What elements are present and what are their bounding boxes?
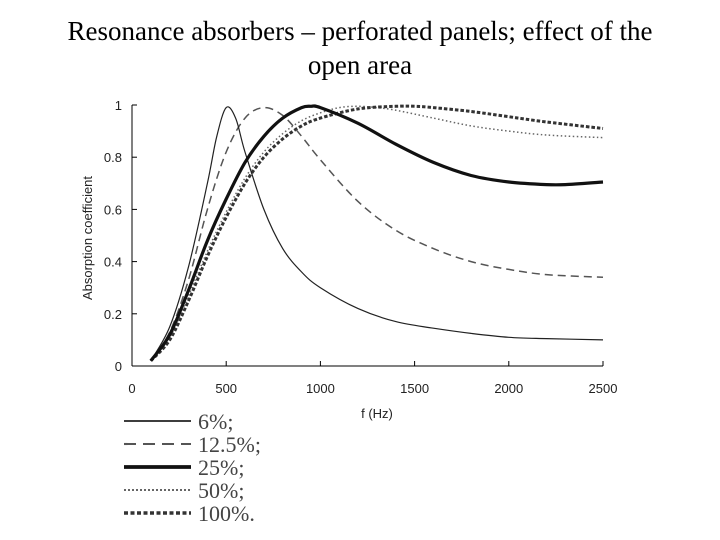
series-line-1 [150, 106, 604, 362]
y-tick-label: 0.4 [104, 255, 122, 270]
x-axis-label: f (Hz) [361, 406, 393, 421]
series-line-3 [149, 104, 604, 362]
x-tick-label: 0 [128, 381, 135, 396]
y-tick-group: 0 0.2 0.4 0.6 0.8 1 [104, 98, 137, 374]
y-tick-label: 0.8 [104, 150, 122, 165]
legend-label-1: 6%; [198, 409, 233, 434]
y-axis-label: Absorption coefficient [80, 176, 95, 300]
x-tick-label: 2500 [589, 381, 618, 396]
legend-label-3: 25%; [198, 455, 244, 480]
series-line-4 [150, 105, 604, 362]
legend-label-4: 50%; [198, 478, 244, 503]
series-line-5 [149, 104, 604, 362]
chart-legend: 6%;12.5%;25%;50%;100%. [124, 409, 261, 526]
y-tick-label: 0 [115, 359, 122, 374]
chart-axes [131, 105, 603, 367]
x-tick-group: 0 500 1000 1500 2000 2500 [128, 361, 617, 396]
slide-title-line-2: open area [307, 50, 413, 80]
x-tick-label: 1000 [306, 381, 335, 396]
y-tick-label: 0.2 [104, 307, 122, 322]
x-tick-label: 500 [215, 381, 237, 396]
slide-title: Resonance absorbers – perforated panels;… [0, 14, 720, 82]
slide-title-line-1: Resonance absorbers – perforated panels;… [67, 16, 653, 46]
legend-label-5: 100%. [198, 501, 255, 526]
series-group [149, 104, 604, 362]
x-tick-label: 2000 [494, 381, 523, 396]
y-tick-label: 0.6 [104, 202, 122, 217]
series-line-2 [150, 106, 604, 362]
y-tick-label: 1 [115, 98, 122, 113]
x-tick-label: 1500 [400, 381, 429, 396]
legend-label-2: 12.5%; [198, 432, 261, 457]
